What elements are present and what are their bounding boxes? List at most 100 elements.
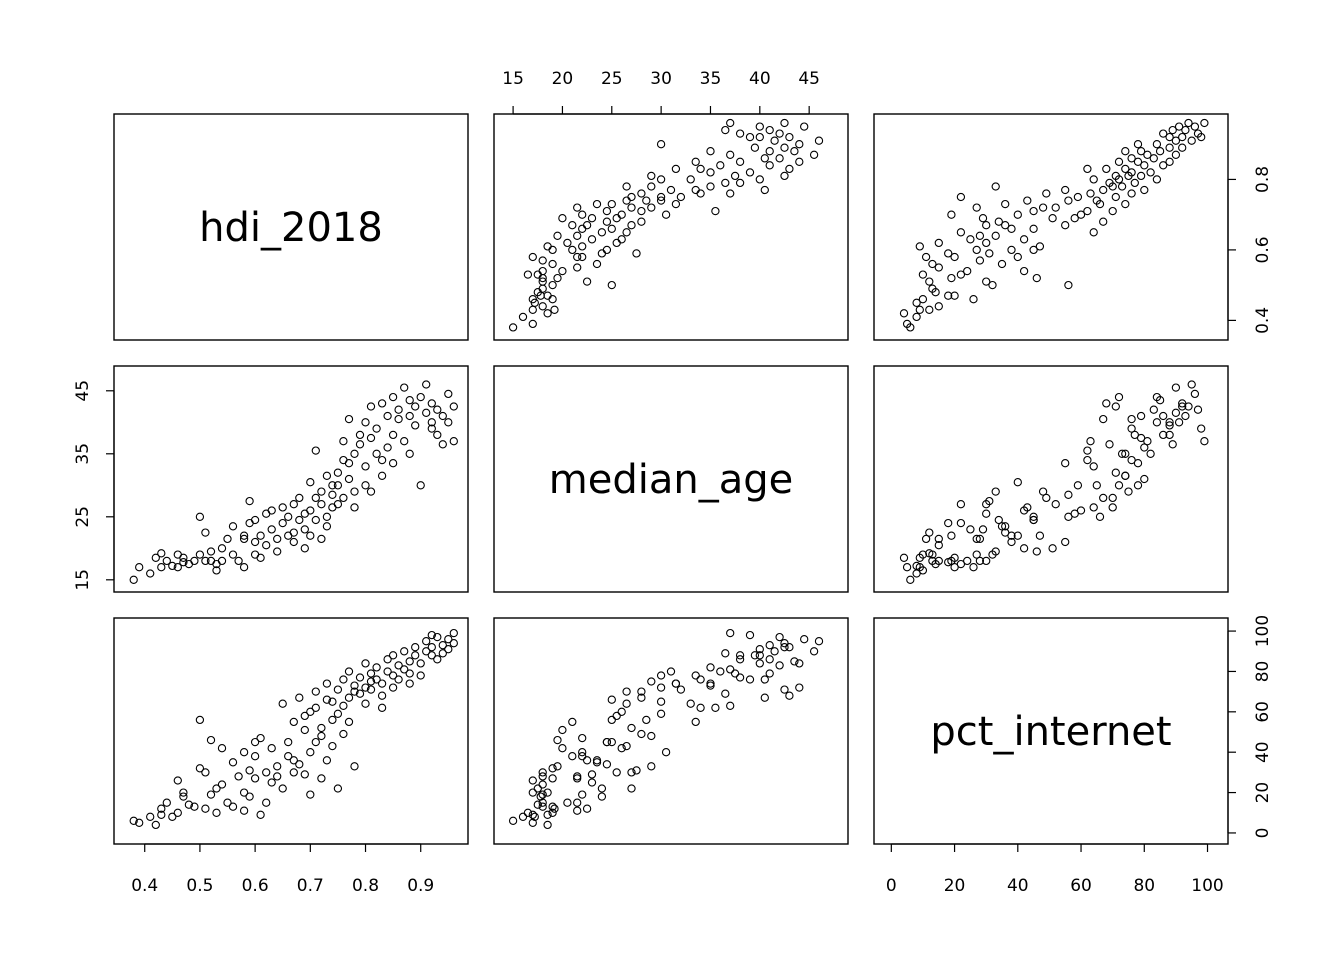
data-point — [972, 534, 981, 544]
data-point — [730, 171, 740, 181]
data-point — [361, 481, 370, 490]
data-point — [550, 804, 559, 813]
data-point — [1095, 512, 1105, 521]
tick-label: 100 — [1191, 876, 1223, 896]
data-point — [1013, 531, 1022, 540]
data-point — [1108, 182, 1117, 191]
data-point — [602, 217, 612, 226]
data-point — [162, 556, 171, 566]
data-point — [553, 735, 562, 745]
tick-label: 0.6 — [1253, 236, 1273, 263]
data-point — [770, 136, 779, 145]
data-point — [256, 733, 265, 743]
panel-frame — [493, 617, 849, 845]
data-point — [333, 685, 343, 694]
y-axis-left-median_age: 15 25 35 45 — [73, 380, 115, 591]
data-point — [1064, 280, 1073, 290]
data-point — [661, 748, 671, 757]
data-point — [1200, 118, 1209, 128]
data-point — [422, 408, 431, 417]
data-point — [273, 547, 282, 556]
data-point — [267, 525, 276, 534]
data-point — [656, 175, 666, 184]
data-point — [1029, 245, 1038, 255]
data-point — [1083, 206, 1092, 216]
data-point — [543, 810, 552, 819]
data-point — [918, 295, 928, 304]
data-point — [267, 506, 276, 515]
data-point — [1178, 143, 1187, 152]
data-point — [317, 731, 326, 741]
data-point — [582, 804, 592, 813]
data-point — [284, 752, 293, 761]
data-point — [578, 242, 587, 251]
data-point — [129, 816, 138, 825]
data-point — [627, 768, 636, 777]
data-point — [795, 659, 804, 668]
data-point — [533, 270, 542, 279]
data-point — [228, 522, 238, 531]
data-point — [963, 266, 972, 276]
data-point — [366, 433, 376, 443]
data-point — [1121, 449, 1130, 458]
data-point — [427, 630, 436, 640]
data-point — [528, 788, 537, 797]
data-point — [538, 772, 547, 781]
data-point — [730, 669, 740, 678]
data-point — [256, 531, 265, 540]
data-point — [944, 518, 953, 528]
data-point — [201, 768, 210, 777]
data-point — [223, 798, 232, 807]
data-point — [950, 291, 959, 300]
data-point — [809, 647, 819, 656]
data-point — [627, 192, 636, 202]
data-point — [1133, 140, 1143, 149]
data-point — [735, 651, 745, 660]
data-point — [568, 717, 577, 727]
data-point — [642, 715, 651, 725]
data-point — [637, 217, 646, 226]
data-point — [969, 295, 978, 304]
data-point — [328, 481, 337, 490]
data-point — [372, 675, 381, 684]
data-point — [245, 792, 254, 801]
data-point — [780, 143, 789, 152]
data-point — [518, 812, 528, 821]
data-point — [322, 679, 332, 688]
data-point — [538, 802, 547, 811]
data-point — [295, 693, 304, 702]
data-point — [975, 534, 985, 544]
data-point — [612, 238, 621, 248]
data-point — [1136, 411, 1146, 421]
data-point — [157, 563, 166, 572]
data-point — [966, 235, 975, 244]
data-point — [721, 125, 730, 135]
data-point — [538, 277, 547, 286]
data-point — [716, 161, 725, 170]
data-point — [179, 558, 188, 567]
data-point — [627, 784, 636, 793]
data-point — [411, 651, 420, 660]
data-point — [1083, 164, 1092, 174]
data-point — [656, 683, 666, 692]
data-point — [956, 270, 966, 279]
data-point — [632, 249, 641, 258]
data-point — [1111, 171, 1120, 181]
data-point — [1038, 487, 1048, 496]
data-point — [1152, 392, 1162, 402]
data-point — [1124, 487, 1133, 496]
data-point — [553, 762, 562, 771]
data-point — [647, 171, 656, 181]
data-point — [770, 647, 779, 656]
data-point — [785, 132, 794, 142]
data-point — [1168, 440, 1177, 449]
data-point — [573, 203, 582, 212]
data-point — [317, 534, 326, 544]
data-point — [1105, 440, 1114, 449]
tick-label: 20 — [944, 876, 966, 896]
data-point — [206, 547, 216, 556]
data-point — [656, 196, 666, 205]
data-point — [372, 663, 381, 672]
tick-label: 20 — [552, 69, 574, 89]
